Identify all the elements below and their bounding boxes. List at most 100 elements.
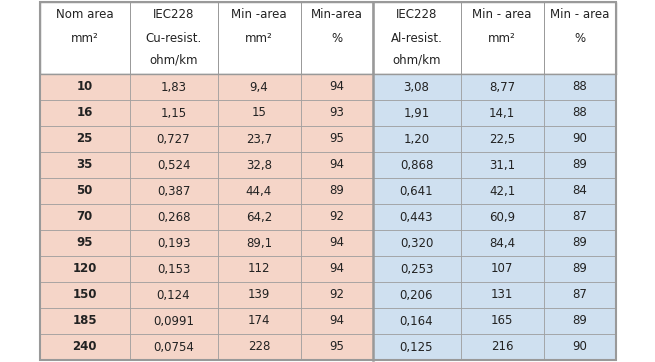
Bar <box>217 74 301 100</box>
Text: 23,7: 23,7 <box>246 132 272 146</box>
Text: 95: 95 <box>329 341 344 354</box>
Bar <box>301 282 373 308</box>
Text: 35: 35 <box>77 159 93 172</box>
Bar <box>460 178 544 204</box>
Bar <box>39 256 130 282</box>
Text: 31,1: 31,1 <box>489 159 515 172</box>
Text: 22,5: 22,5 <box>489 132 515 146</box>
Text: 89: 89 <box>572 262 587 275</box>
Bar <box>130 204 217 230</box>
Bar <box>460 308 544 334</box>
Text: 94: 94 <box>329 159 344 172</box>
Bar <box>544 100 616 126</box>
Bar <box>301 204 373 230</box>
Text: 42,1: 42,1 <box>489 185 515 198</box>
Bar <box>373 2 460 74</box>
Bar <box>373 256 460 282</box>
Bar <box>544 152 616 178</box>
Bar <box>217 204 301 230</box>
Text: 107: 107 <box>491 262 513 275</box>
Bar <box>39 334 130 360</box>
Bar <box>301 308 373 334</box>
Bar <box>39 178 130 204</box>
Bar <box>460 230 544 256</box>
Text: 8,77: 8,77 <box>489 80 515 93</box>
Text: 32,8: 32,8 <box>246 159 272 172</box>
Text: Min -area: Min -area <box>231 8 287 21</box>
Text: 112: 112 <box>248 262 271 275</box>
Text: 60,9: 60,9 <box>489 210 515 223</box>
Bar <box>460 256 544 282</box>
Bar <box>544 178 616 204</box>
Text: mm²: mm² <box>245 31 273 45</box>
Bar <box>544 230 616 256</box>
Bar <box>39 282 130 308</box>
Bar <box>39 74 130 100</box>
Text: 94: 94 <box>329 315 344 328</box>
Bar <box>130 308 217 334</box>
Text: Min - area: Min - area <box>550 8 609 21</box>
Bar <box>544 74 616 100</box>
Text: 95: 95 <box>329 132 344 146</box>
Text: Al-resist.: Al-resist. <box>390 31 442 45</box>
Text: 90: 90 <box>572 132 587 146</box>
Text: 70: 70 <box>77 210 92 223</box>
Text: 0,193: 0,193 <box>157 236 190 249</box>
Text: 95: 95 <box>76 236 93 249</box>
Text: 0,253: 0,253 <box>400 262 433 275</box>
Bar <box>460 100 544 126</box>
Bar <box>301 334 373 360</box>
Text: 1,15: 1,15 <box>160 106 187 119</box>
Text: 84: 84 <box>572 185 587 198</box>
Text: 94: 94 <box>329 262 344 275</box>
Bar <box>39 152 130 178</box>
Text: 139: 139 <box>248 289 270 302</box>
Text: 87: 87 <box>572 210 587 223</box>
Bar <box>39 2 130 74</box>
Text: 0,320: 0,320 <box>400 236 433 249</box>
Bar <box>130 100 217 126</box>
Text: 9,4: 9,4 <box>250 80 269 93</box>
Bar <box>544 308 616 334</box>
Bar <box>39 2 616 360</box>
Bar <box>217 282 301 308</box>
Text: 89: 89 <box>572 159 587 172</box>
Bar <box>217 2 301 74</box>
Text: ohm/km: ohm/km <box>392 53 441 66</box>
Bar <box>301 100 373 126</box>
Bar <box>217 308 301 334</box>
Text: mm²: mm² <box>488 31 516 45</box>
Text: 240: 240 <box>72 341 97 354</box>
Bar <box>130 74 217 100</box>
Bar <box>544 2 616 74</box>
Bar <box>373 230 460 256</box>
Text: mm²: mm² <box>71 31 98 45</box>
Text: IEC228: IEC228 <box>396 8 437 21</box>
Bar <box>373 178 460 204</box>
Text: 90: 90 <box>572 341 587 354</box>
Text: 0,0991: 0,0991 <box>153 315 194 328</box>
Text: 0,125: 0,125 <box>400 341 433 354</box>
Bar <box>39 308 130 334</box>
Text: 14,1: 14,1 <box>489 106 515 119</box>
Text: 0,124: 0,124 <box>157 289 191 302</box>
Bar <box>39 126 130 152</box>
Bar <box>460 152 544 178</box>
Text: 165: 165 <box>491 315 513 328</box>
Bar <box>301 126 373 152</box>
Bar <box>217 152 301 178</box>
Bar <box>301 74 373 100</box>
Text: IEC228: IEC228 <box>153 8 194 21</box>
Text: 50: 50 <box>77 185 93 198</box>
Text: Cu-resist.: Cu-resist. <box>145 31 202 45</box>
Text: 216: 216 <box>491 341 514 354</box>
Text: 0,524: 0,524 <box>157 159 190 172</box>
Bar <box>39 204 130 230</box>
Text: 0,727: 0,727 <box>157 132 191 146</box>
Text: %: % <box>331 31 342 45</box>
Text: 0,0754: 0,0754 <box>153 341 194 354</box>
Text: 0,387: 0,387 <box>157 185 190 198</box>
Text: 89: 89 <box>572 236 587 249</box>
Bar <box>301 152 373 178</box>
Text: 120: 120 <box>72 262 97 275</box>
